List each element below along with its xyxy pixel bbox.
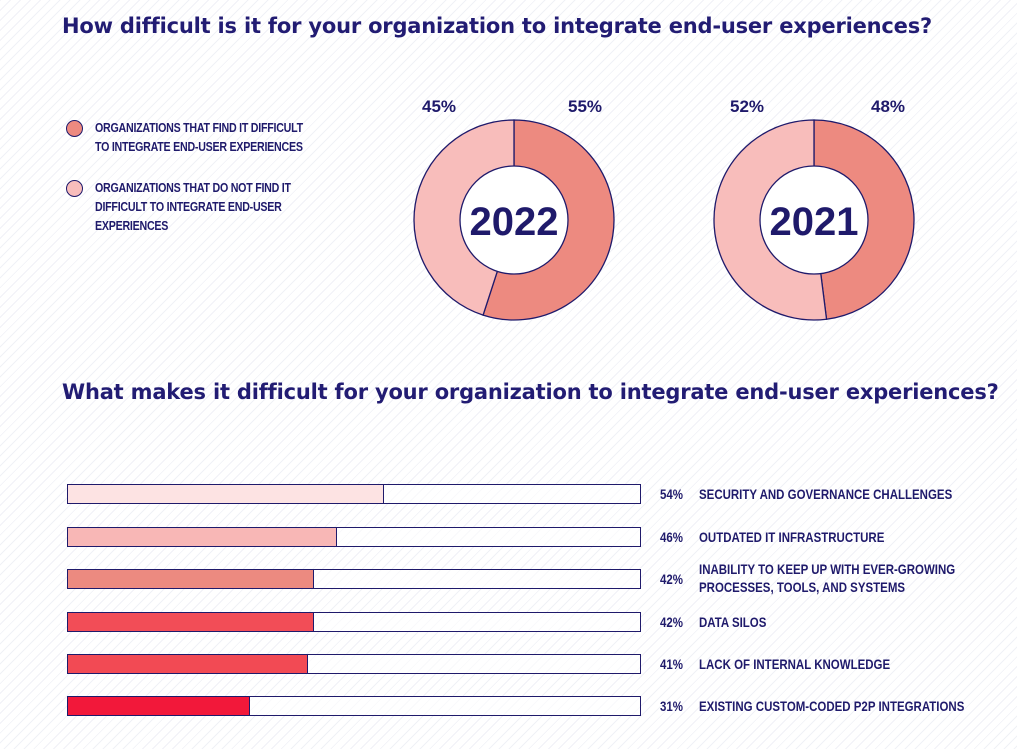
bar-row: 46% OUTDATED IT INFRASTRUCTURE xyxy=(67,526,967,550)
legend-swatch-not-difficult xyxy=(66,180,83,197)
bar-track xyxy=(67,484,641,504)
bar-category-label: LACK OF INTERNAL KNOWLEDGE xyxy=(699,656,891,672)
bar-row: 31% EXISTING CUSTOM-CODED P2P INTEGRATION… xyxy=(67,695,967,719)
donut-year-label-2022: 2022 xyxy=(470,200,559,244)
bar-fill xyxy=(68,570,314,588)
donut-hole-2022 xyxy=(459,165,569,275)
bar-fill xyxy=(68,528,338,546)
donut-chart-2021: 52% 48% 2021 xyxy=(713,97,915,321)
bar-row: 54% SECURITY AND GOVERNANCE CHALLENGES xyxy=(67,483,967,507)
donut-question-title: How difficult is it for your organizatio… xyxy=(62,14,932,38)
bar-track xyxy=(67,696,641,716)
slice-label-not-difficult-2021: 52% xyxy=(730,97,764,116)
legend-label-not-difficult: ORGANIZATIONS THAT DO NOT FIND IT DIFFIC… xyxy=(95,180,291,233)
bar-question-title: What makes it difficult for your organiz… xyxy=(62,380,999,404)
bar-row: 42% INABILITY TO KEEP UP WITH EVER-GROWIN… xyxy=(67,561,967,595)
donut-hole-2021 xyxy=(759,165,869,275)
bar-category-label: OUTDATED IT INFRASTRUCTURE xyxy=(699,529,885,545)
bar-value-label: 42% xyxy=(660,614,683,630)
bar-fill xyxy=(68,613,314,631)
donut-year-label-2021: 2021 xyxy=(770,200,859,244)
bar-row: 41% LACK OF INTERNAL KNOWLEDGE xyxy=(67,653,967,677)
slice-label-difficult-2022: 55% xyxy=(568,97,602,116)
donut-chart-2022: 45% 55% 2022 xyxy=(413,97,615,321)
bar-category-label: SECURITY AND GOVERNANCE CHALLENGES xyxy=(699,486,953,502)
bar-value-label: 54% xyxy=(660,486,683,502)
bar-fill xyxy=(68,485,385,503)
bar-category-label: DATA SILOS xyxy=(699,614,767,630)
bar-value-label: 31% xyxy=(660,698,683,714)
bar-category-label: INABILITY TO KEEP UP WITH EVER-GROWING P… xyxy=(699,561,956,595)
slice-label-difficult-2021: 48% xyxy=(871,97,905,116)
bar-track xyxy=(67,612,641,632)
bar-track xyxy=(67,654,641,674)
bar-track xyxy=(67,569,641,589)
legend-label-difficult: ORGANIZATIONS THAT FIND IT DIFFICULT TO … xyxy=(95,120,303,154)
bar-category-label: EXISTING CUSTOM-CODED P2P INTEGRATIONS xyxy=(699,698,965,714)
legend-item-not-difficult: ORGANIZATIONS THAT DO NOT FIND IT DIFFIC… xyxy=(66,178,366,235)
bar-value-label: 42% xyxy=(660,571,683,587)
bar-fill xyxy=(68,697,250,715)
legend-swatch-difficult xyxy=(66,120,83,137)
bar-fill xyxy=(68,655,309,673)
slice-label-not-difficult-2022: 45% xyxy=(422,97,456,116)
legend-item-difficult: ORGANIZATIONS THAT FIND IT DIFFICULT TO … xyxy=(66,118,366,156)
bar-value-label: 41% xyxy=(660,656,683,672)
donut-legend: ORGANIZATIONS THAT FIND IT DIFFICULT TO … xyxy=(66,118,366,257)
bar-track xyxy=(67,527,641,547)
bar-value-label: 46% xyxy=(660,529,683,545)
bar-row: 42% DATA SILOS xyxy=(67,611,967,635)
